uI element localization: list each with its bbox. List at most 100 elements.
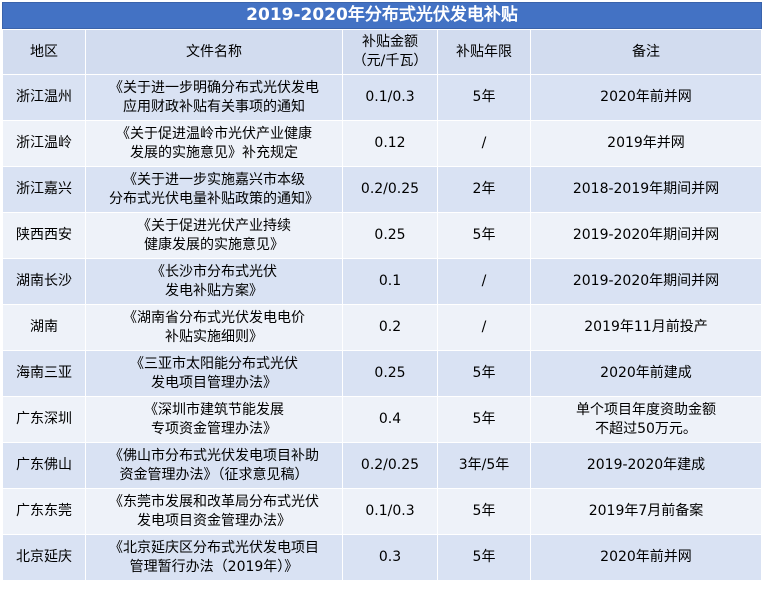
header-region: 地区 [2, 29, 86, 75]
table-row: 广东东莞 《东莞市发展和改革局分布式光伏 发电项目资金管理办法》 0.1/0.3 5年 2… [2, 488, 762, 535]
table-title: 2019-2020年分布式光伏发电补贴 [2, 2, 762, 29]
note-cell: 2019年7月前备案 [530, 488, 762, 535]
amount-cell: 0.2 [342, 304, 438, 351]
region-cell: 广东东莞 [2, 488, 86, 535]
header-amount: 补贴金额 （元/千瓦） [342, 29, 438, 75]
note-line1: 2019年7月前备案 [588, 503, 704, 519]
note-cell: 2019-2020年期间并网 [530, 258, 762, 305]
note-line2: 不超过50万元。 [595, 420, 697, 437]
table-row: 北京延庆 《北京延庆区分布式光伏发电项目 管理暂行办法（2019年）》 0.3 5年 20… [2, 534, 762, 581]
note-cell: 2019年11月前投产 [530, 304, 762, 351]
document-line2: 补贴实施细则》 [165, 328, 263, 345]
years-cell: 5年 [437, 212, 531, 259]
note-line1: 2020年前并网 [600, 549, 692, 565]
document-line1: 《北京延庆区分布式光伏发电项目 [109, 539, 319, 556]
table-row: 海南三亚 《三亚市太阳能分布式光伏 发电项目管理办法》 0.25 5年 2020年前建成 [2, 350, 762, 397]
header-amount-line1: 补贴金额 [362, 34, 418, 50]
years-cell: 5年 [437, 74, 531, 121]
document-cell: 《北京延庆区分布式光伏发电项目 管理暂行办法（2019年）》 [85, 534, 343, 581]
amount-cell: 0.4 [342, 396, 438, 443]
amount-cell: 0.25 [342, 212, 438, 259]
region-cell: 湖南 [2, 304, 86, 351]
region-cell: 北京延庆 [2, 534, 86, 581]
header-amount-line2: （元/千瓦） [352, 53, 428, 69]
region-cell: 浙江温岭 [2, 120, 86, 167]
region-cell: 海南三亚 [2, 350, 86, 397]
note-line1: 2020年前并网 [600, 89, 692, 105]
note-line1: 2019年11月前投产 [584, 319, 708, 335]
header-years: 补贴年限 [437, 29, 531, 75]
amount-cell: 0.3 [342, 534, 438, 581]
document-cell: 《东莞市发展和改革局分布式光伏 发电项目资金管理办法》 [85, 488, 343, 535]
region-cell: 广东深圳 [2, 396, 86, 443]
table-row: 浙江嘉兴 《关于进一步实施嘉兴市本级 分布式光伏电量补贴政策的通知》 0.2/0.25… [2, 166, 762, 213]
note-cell: 2019-2020年建成 [530, 442, 762, 489]
document-line1: 《东莞市发展和改革局分布式光伏 [109, 493, 319, 510]
document-cell: 《关于进一步实施嘉兴市本级 分布式光伏电量补贴政策的通知》 [85, 166, 343, 213]
years-cell: 5年 [437, 350, 531, 397]
subsidy-table-container: 2019-2020年分布式光伏发电补贴 地区 文件名称 补贴金额 （元/千瓦） … [2, 2, 762, 581]
header-row: 地区 文件名称 补贴金额 （元/千瓦） 补贴年限 备注 [2, 29, 762, 75]
note-cell: 2019年并网 [530, 120, 762, 167]
document-cell: 《湖南省分布式光伏发电电价 补贴实施细则》 [85, 304, 343, 351]
amount-cell: 0.1/0.3 [342, 74, 438, 121]
table-row: 广东深圳 《深圳市建筑节能发展 专项资金管理办法》 0.4 5年 单个项目年度资助金额 不超… [2, 396, 762, 443]
document-line1: 《关于促进光伏产业持续 [137, 217, 291, 234]
document-line1: 《深圳市建筑节能发展 [144, 401, 284, 418]
table-body: 浙江温州 《关于进一步明确分布式光伏发电 应用财政补贴有关事项的通知 0.1/0.3 5… [2, 74, 762, 581]
table-row: 广东佛山 《佛山市分布式光伏发电项目补助 资金管理办法》（征求意见稿） 0.2/0.2… [2, 442, 762, 489]
note-line1: 2018-2019年期间并网 [572, 181, 720, 197]
document-line2: 发电补贴方案》 [165, 282, 263, 299]
document-line1: 《三亚市太阳能分布式光伏 [130, 355, 298, 372]
note-cell: 2019-2020年期间并网 [530, 212, 762, 259]
table-row: 湖南长沙 《长沙市分布式光伏 发电补贴方案》 0.1/ 2019-2020年期间并网 [2, 258, 762, 305]
region-cell: 陕西西安 [2, 212, 86, 259]
document-line1: 《湖南省分布式光伏发电电价 [123, 309, 305, 326]
document-cell: 《关于促进光伏产业持续 健康发展的实施意见》 [85, 212, 343, 259]
note-cell: 2020年前并网 [530, 74, 762, 121]
header-document: 文件名称 [85, 29, 343, 75]
region-cell: 浙江嘉兴 [2, 166, 86, 213]
subsidy-table: 地区 文件名称 补贴金额 （元/千瓦） 补贴年限 备注 浙江温州 《关于进一步明确… [2, 29, 762, 581]
region-cell: 广东佛山 [2, 442, 86, 489]
amount-cell: 0.12 [342, 120, 438, 167]
region-cell: 湖南长沙 [2, 258, 86, 305]
document-line2: 发展的实施意见》补充规定 [130, 144, 298, 161]
document-cell: 《佛山市分布式光伏发电项目补助 资金管理办法》（征求意见稿） [85, 442, 343, 489]
years-cell: / [437, 120, 531, 167]
document-cell: 《关于促进温岭市光伏产业健康 发展的实施意见》补充规定 [85, 120, 343, 167]
document-line1: 《关于进一步明确分布式光伏发电 [109, 79, 319, 96]
document-cell: 《关于进一步明确分布式光伏发电 应用财政补贴有关事项的通知 [85, 74, 343, 121]
table-row: 浙江温州 《关于进一步明确分布式光伏发电 应用财政补贴有关事项的通知 0.1/0.3 5… [2, 74, 762, 121]
document-line1: 《关于促进温岭市光伏产业健康 [116, 125, 312, 142]
years-cell: 2年 [437, 166, 531, 213]
document-line2: 专项资金管理办法》 [151, 420, 277, 437]
document-line2: 发电项目管理办法》 [151, 374, 277, 391]
document-line2: 管理暂行办法（2019年）》 [129, 558, 299, 575]
years-cell: 5年 [437, 488, 531, 535]
note-cell: 2018-2019年期间并网 [530, 166, 762, 213]
header-note: 备注 [530, 29, 762, 75]
table-row: 湖南 《湖南省分布式光伏发电电价 补贴实施细则》 0.2/2019年11月前投产 [2, 304, 762, 351]
amount-cell: 0.2/0.25 [342, 442, 438, 489]
document-line2: 健康发展的实施意见》 [144, 236, 284, 253]
document-cell: 《深圳市建筑节能发展 专项资金管理办法》 [85, 396, 343, 443]
document-cell: 《长沙市分布式光伏 发电补贴方案》 [85, 258, 343, 305]
region-cell: 浙江温州 [2, 74, 86, 121]
document-line2: 发电项目资金管理办法》 [137, 512, 291, 529]
note-cell: 2020年前建成 [530, 350, 762, 397]
document-line2: 应用财政补贴有关事项的通知 [123, 98, 305, 115]
years-cell: 5年 [437, 534, 531, 581]
document-line1: 《关于进一步实施嘉兴市本级 [123, 171, 305, 188]
years-cell: / [437, 304, 531, 351]
note-line1: 2019年并网 [607, 135, 685, 151]
document-line1: 《佛山市分布式光伏发电项目补助 [109, 447, 319, 464]
years-cell: 5年 [437, 396, 531, 443]
table-row: 浙江温岭 《关于促进温岭市光伏产业健康 发展的实施意见》补充规定 0.12/2019年… [2, 120, 762, 167]
amount-cell: 0.1 [342, 258, 438, 305]
document-line2: 资金管理办法》（征求意见稿） [119, 466, 309, 483]
note-line1: 2019-2020年期间并网 [572, 273, 720, 289]
note-line1: 单个项目年度资助金额 [576, 401, 716, 418]
amount-cell: 0.2/0.25 [342, 166, 438, 213]
years-cell: / [437, 258, 531, 305]
